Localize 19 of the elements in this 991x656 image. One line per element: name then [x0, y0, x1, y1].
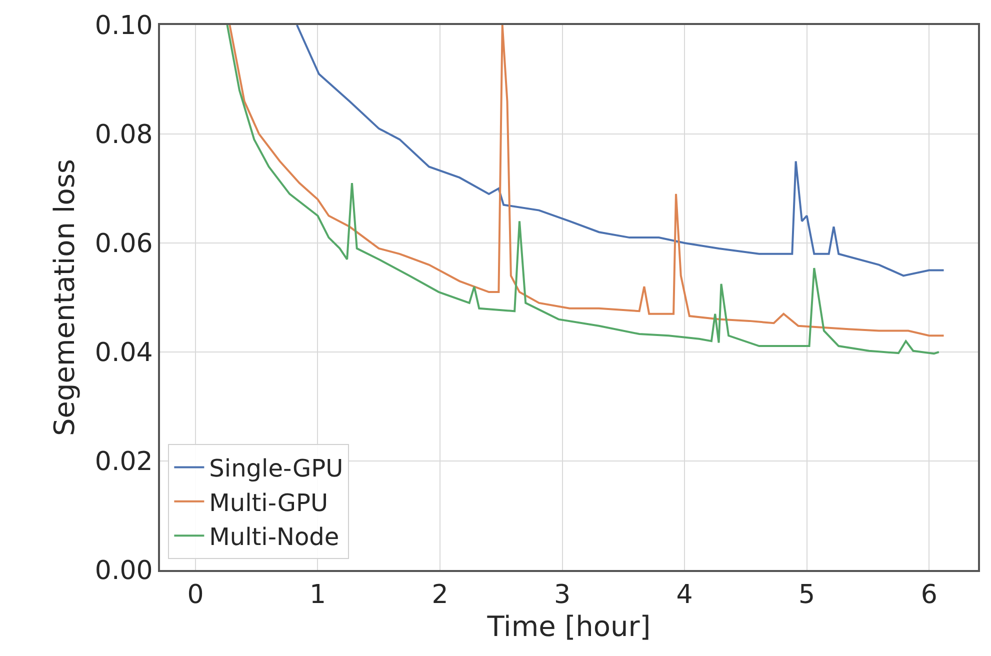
x-axis-title: Time [hour] — [486, 610, 651, 644]
x-tick-label: 1 — [309, 580, 326, 610]
legend-label: Multi-GPU — [209, 488, 328, 517]
x-tick-label: 4 — [676, 580, 693, 610]
x-tick-label: 2 — [432, 580, 448, 610]
y-tick-label: 0.10 — [94, 11, 153, 42]
y-tick-label: 0.02 — [94, 447, 153, 478]
y-axis-title: Segementation loss — [48, 158, 82, 436]
y-tick-label: 0.08 — [94, 120, 153, 150]
y-tick-label: 0.04 — [94, 338, 153, 368]
x-tick-label: 3 — [554, 580, 571, 610]
x-tick-label: 5 — [798, 580, 816, 610]
y-tick-label: 0.06 — [94, 229, 153, 260]
y-tick-label: 0.00 — [94, 556, 153, 586]
x-tick-label: 6 — [920, 580, 938, 610]
legend-label: Multi-Node — [209, 522, 340, 551]
x-tick-label: 0 — [187, 580, 204, 610]
line-series — [296, 25, 945, 277]
legend-label: Single-GPU — [209, 454, 344, 483]
